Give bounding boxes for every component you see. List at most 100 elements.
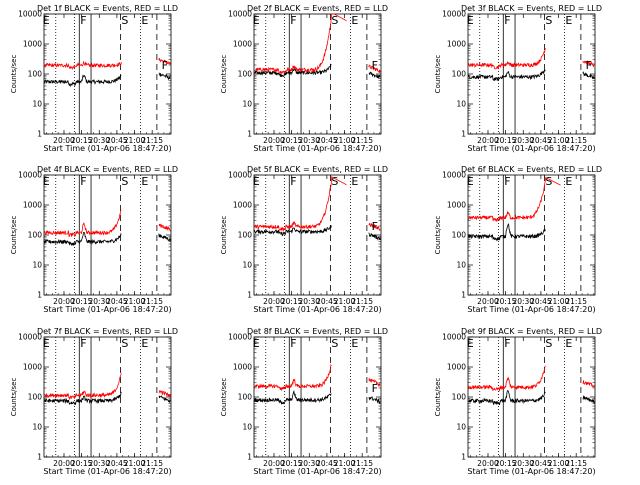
x-tick-label: 20:30: [298, 459, 320, 468]
y-tick-label: 1000: [23, 201, 42, 210]
event-label: F: [80, 14, 86, 27]
event-label: F: [372, 382, 378, 395]
y-tick-label: 1000: [23, 40, 42, 49]
y-tick-label: 1000: [447, 363, 466, 372]
series-lld-line: [468, 48, 546, 70]
panel-3: Det 3f BLACK = Events, RED = LLD 1 10 100 10…: [434, 4, 602, 153]
y-tick-label: 100: [452, 393, 467, 402]
panel-title: Det 3f BLACK = Events, RED = LLD: [461, 4, 602, 13]
y-tick-label: 10: [456, 100, 466, 109]
y-tick-label: 100: [452, 70, 467, 79]
y-tick-label: 10000: [442, 171, 466, 180]
y-tick-label: 10: [32, 261, 42, 270]
series-events-line: [368, 396, 381, 404]
series-events-line: [254, 390, 332, 405]
series-events-line: [158, 395, 171, 404]
event-label: F: [290, 14, 296, 27]
x-tick-label: 21:00: [124, 136, 146, 145]
x-tick-label: 20:30: [88, 297, 110, 306]
panel-2: Det 2f BLACK = Events, RED = LLD 1 10 100 10…: [220, 4, 388, 153]
y-tick-label: 10: [242, 100, 252, 109]
event-label: F: [290, 175, 296, 188]
event-label: S: [121, 337, 128, 350]
y-tick-label: 1000: [447, 40, 466, 49]
panel-frame: [43, 174, 172, 296]
x-axis-label: Start Time (01-Apr-06 18:47:20): [253, 305, 381, 314]
x-tick-label: 20:15: [495, 136, 517, 145]
x-tick-label: 20:00: [263, 136, 285, 145]
x-tick-label: 20:00: [477, 136, 499, 145]
y-tick-label: 10: [456, 423, 466, 432]
x-tick-label: 21:15: [565, 459, 587, 468]
x-tick-label: 20:15: [281, 297, 303, 306]
x-tick-label: 21:00: [548, 297, 570, 306]
panel-frame: [467, 336, 596, 458]
panel-title: Det 4f BLACK = Events, RED = LLD: [37, 165, 178, 174]
event-label: E: [141, 14, 148, 27]
y-tick-label: 10000: [228, 333, 252, 342]
event-label: E: [467, 337, 474, 350]
event-label: S: [121, 175, 128, 188]
y-tick-label: 1: [37, 453, 42, 462]
series-events-line: [254, 63, 332, 78]
x-tick-label: 20:45: [530, 297, 552, 306]
panel-4: Det 4f BLACK = Events, RED = LLD 1 10 100 10…: [10, 165, 178, 314]
y-tick-label: 1000: [233, 363, 252, 372]
x-tick-label: 21:15: [141, 297, 163, 306]
series-lld-line: [468, 365, 546, 392]
x-axis-label: Start Time (01-Apr-06 18:47:20): [43, 467, 171, 476]
panel-7: Det 7f BLACK = Events, RED = LLD 1 10 100 10…: [10, 327, 178, 476]
x-tick-label: 20:15: [495, 297, 517, 306]
x-tick-label: 20:00: [477, 459, 499, 468]
y-tick-label: 1: [247, 453, 252, 462]
panel-title: Det 9f BLACK = Events, RED = LLD: [461, 327, 602, 336]
event-label: E: [351, 337, 358, 350]
series-events-line: [582, 71, 595, 80]
series-events-line: [254, 225, 332, 237]
x-tick-label: 21:00: [548, 459, 570, 468]
x-tick-label: 20:15: [281, 136, 303, 145]
x-tick-label: 20:00: [53, 297, 75, 306]
y-tick-label: 1: [37, 291, 42, 300]
series-events-line: [468, 223, 546, 242]
event-label: S: [331, 175, 338, 188]
y-tick-label: 100: [238, 393, 253, 402]
y-tick-label: 10000: [442, 333, 466, 342]
x-tick-label: 21:00: [124, 459, 146, 468]
panel-frame: [253, 174, 382, 296]
x-tick-label: 20:00: [263, 297, 285, 306]
x-tick-label: 20:45: [530, 459, 552, 468]
x-tick-label: 20:15: [71, 136, 93, 145]
y-tick-label: 10000: [18, 333, 42, 342]
y-axis-label: Counts/sec: [220, 216, 228, 255]
series-events-line: [158, 72, 171, 81]
y-tick-label: 10: [242, 261, 252, 270]
event-label: E: [351, 14, 358, 27]
event-label: E: [141, 175, 148, 188]
series-events-line: [468, 390, 546, 406]
x-tick-label: 20:30: [88, 136, 110, 145]
x-axis-label: Start Time (01-Apr-06 18:47:20): [253, 144, 381, 153]
event-label: F: [504, 175, 510, 188]
y-tick-label: 100: [452, 231, 467, 240]
series-lld-line: [44, 209, 122, 238]
y-tick-label: 1000: [447, 201, 466, 210]
y-axis-label: Counts/sec: [220, 378, 228, 417]
event-label: S: [545, 337, 552, 350]
y-axis-label: Counts/sec: [434, 216, 442, 255]
x-tick-label: 21:15: [351, 297, 373, 306]
x-tick-label: 20:45: [106, 459, 128, 468]
x-tick-label: 20:30: [298, 136, 320, 145]
panel-title: Det 2f BLACK = Events, RED = LLD: [247, 4, 388, 13]
event-label: E: [565, 175, 572, 188]
panel-5: Det 5f BLACK = Events, RED = LLD 1 10 100 10…: [220, 165, 388, 314]
y-tick-label: 10000: [442, 10, 466, 19]
x-tick-label: 20:45: [106, 136, 128, 145]
y-tick-label: 100: [28, 393, 43, 402]
event-label: F: [80, 337, 86, 350]
x-tick-label: 20:15: [281, 459, 303, 468]
x-tick-label: 20:30: [512, 459, 534, 468]
x-tick-label: 21:00: [334, 297, 356, 306]
x-tick-label: 20:00: [477, 297, 499, 306]
